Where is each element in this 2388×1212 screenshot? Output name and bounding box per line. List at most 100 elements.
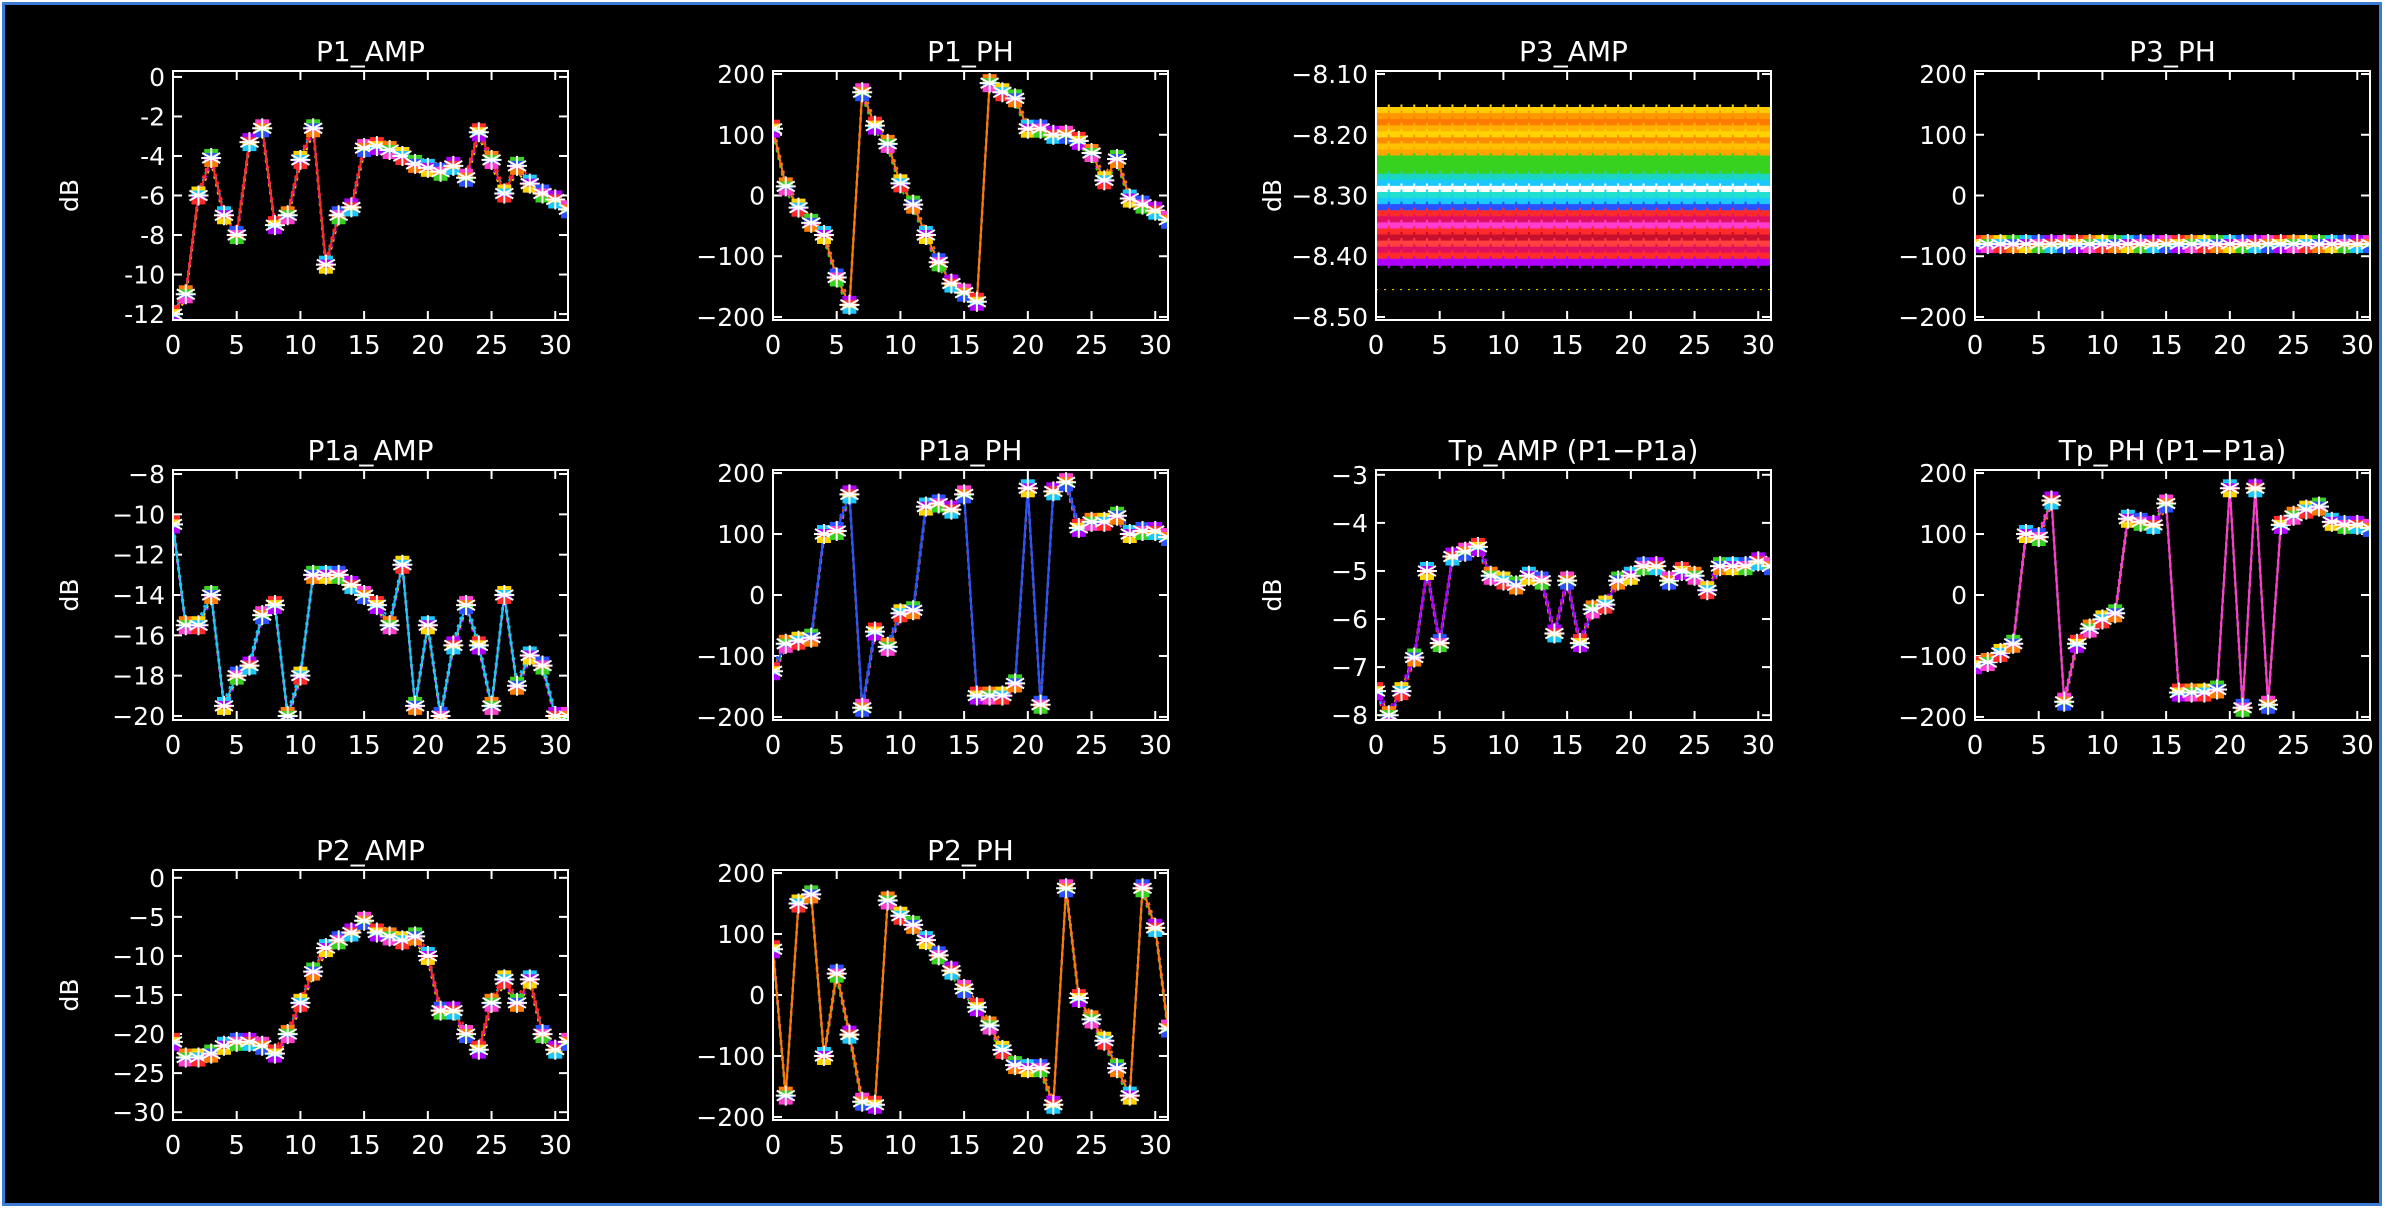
marker-stroke xyxy=(558,203,567,210)
data-point-marker xyxy=(519,969,540,990)
x-tick-label: 25 xyxy=(475,731,508,761)
data-point-marker xyxy=(2156,493,2177,514)
x-tick-label: 20 xyxy=(1011,731,1044,761)
y-tick-label: -4 xyxy=(140,142,165,171)
x-tick-label: 30 xyxy=(1742,731,1775,761)
data-point-marker xyxy=(903,194,924,215)
data-point-marker xyxy=(328,930,349,951)
data-point-marker xyxy=(1467,536,1488,557)
data-point-marker xyxy=(201,147,222,168)
y-tick-label: −10 xyxy=(112,942,165,971)
series-group xyxy=(774,878,1167,1115)
data-point-marker xyxy=(277,705,298,719)
data-point-marker xyxy=(2041,490,2062,511)
x-tick-label: 10 xyxy=(884,331,917,361)
data-point-marker xyxy=(1158,1022,1167,1035)
data-point-marker xyxy=(1761,560,1770,573)
data-point xyxy=(174,317,180,319)
data-point-marker xyxy=(1005,673,1026,694)
x-tick-label: 25 xyxy=(1075,731,1108,761)
y-tick-label: −8.30 xyxy=(1291,182,1368,211)
data-point-marker xyxy=(890,173,911,194)
y-tick-label: −25 xyxy=(112,1059,165,1088)
y-tick-label: -6 xyxy=(140,182,165,211)
y-axis-label: dB xyxy=(1258,578,1287,611)
y-tick-label: 0 xyxy=(749,182,765,211)
y-tick-label: −200 xyxy=(696,303,765,332)
data-point-marker xyxy=(188,185,209,206)
marker-stroke xyxy=(174,518,183,526)
data-point-marker xyxy=(1030,694,1051,715)
data-point-marker xyxy=(903,914,924,935)
data-point-marker xyxy=(315,254,336,275)
data-point-marker xyxy=(174,518,183,531)
series-group xyxy=(174,910,567,1068)
marker-stroke xyxy=(774,943,783,950)
data-point-marker xyxy=(1056,472,1077,493)
marker-stroke xyxy=(2360,527,2369,534)
data-point-marker xyxy=(2232,697,2253,718)
x-tick-label: 10 xyxy=(2086,731,2119,761)
y-tick-label: −16 xyxy=(112,621,165,650)
y-tick-label: 200 xyxy=(1919,459,1967,488)
data-point xyxy=(174,1032,180,1039)
marker-stroke xyxy=(174,1041,183,1048)
chart-title: P3_PH xyxy=(2129,35,2216,68)
data-point-marker xyxy=(788,197,809,218)
data-point xyxy=(561,714,567,719)
data-point xyxy=(561,1044,567,1051)
data-point-marker xyxy=(456,167,477,188)
data-point-marker xyxy=(1429,633,1450,654)
data-point-marker xyxy=(290,665,311,686)
y-tick-label: −100 xyxy=(696,1042,765,1071)
x-tick-label: 10 xyxy=(884,731,917,761)
data-point-marker xyxy=(915,930,936,951)
x-tick-label: 0 xyxy=(165,731,182,761)
y-tick-label: 200 xyxy=(717,859,765,888)
series-line xyxy=(174,524,567,717)
data-point-marker xyxy=(494,183,515,204)
series-group xyxy=(1976,234,2369,255)
data-point-marker xyxy=(1005,88,1026,109)
y-tick-label: −8 xyxy=(1331,701,1368,730)
y-tick-label: −18 xyxy=(112,662,165,691)
data-point-marker xyxy=(1107,505,1128,526)
x-tick-label: 15 xyxy=(348,1131,381,1161)
data-point-marker xyxy=(1068,988,1089,1009)
marker-stroke xyxy=(1158,213,1167,221)
data-point-marker xyxy=(213,205,234,226)
data-point-marker xyxy=(303,961,324,982)
marker-stroke xyxy=(1377,685,1386,692)
series-line xyxy=(774,892,1167,1112)
data-point-marker xyxy=(852,697,873,718)
chart-title: P1a_PH xyxy=(919,434,1023,467)
data-point-marker xyxy=(507,155,528,176)
data-point-marker xyxy=(481,992,502,1013)
x-tick-label: 0 xyxy=(765,731,782,761)
data-point-marker xyxy=(954,484,975,505)
y-tick-label: −200 xyxy=(1898,703,1967,732)
chart-title: P2_AMP xyxy=(316,834,425,867)
x-tick-label: 30 xyxy=(1139,1131,1172,1161)
y-tick-label: −8.40 xyxy=(1291,242,1368,271)
data-point-marker xyxy=(558,710,567,719)
data-point-marker xyxy=(966,291,987,312)
data-point-marker xyxy=(468,1039,489,1060)
data-point-marker xyxy=(1391,681,1412,702)
data-point-marker xyxy=(801,627,822,648)
y-tick-label: 0 xyxy=(149,63,165,92)
x-tick-label: 25 xyxy=(1075,331,1108,361)
marker-stroke xyxy=(774,670,783,678)
y-tick-label: 0 xyxy=(749,981,765,1010)
x-tick-label: 15 xyxy=(1551,331,1584,361)
marker-stroke xyxy=(2360,238,2369,245)
y-axis-label: dB xyxy=(55,978,84,1011)
data-point-marker xyxy=(290,149,311,170)
y-tick-label: 0 xyxy=(749,581,765,610)
marker-stroke xyxy=(774,948,783,956)
data-point-marker xyxy=(826,963,847,984)
x-tick-label: 10 xyxy=(1487,331,1520,361)
x-tick-label: 20 xyxy=(411,731,444,761)
data-point xyxy=(2363,247,2369,254)
marker-stroke xyxy=(174,308,183,315)
